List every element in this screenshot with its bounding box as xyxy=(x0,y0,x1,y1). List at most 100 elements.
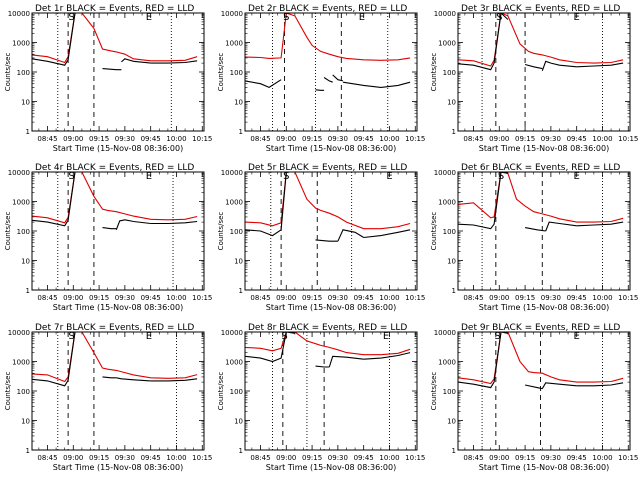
x-tick-label: 09:00 xyxy=(276,294,296,302)
x-axis-label: Start Time (15-Nov-08 08:36:00) xyxy=(266,144,396,153)
x-axis-label: Start Time (15-Nov-08 08:36:00) xyxy=(479,303,609,312)
y-axis-label: Counts/sec xyxy=(217,53,225,92)
chart-panel: Det 7r BLACK = Events, RED = LLD Counts/s… xyxy=(4,323,212,472)
plot-frame xyxy=(31,12,205,132)
x-tick-label: 09:30 xyxy=(115,135,135,143)
chart-panel: Det 1r BLACK = Events, RED = LLD Counts/s… xyxy=(4,4,212,153)
x-tick-label: 09:30 xyxy=(115,294,135,302)
plot-area xyxy=(458,332,624,450)
y-tick-label: 1000 xyxy=(225,199,243,207)
events-series-segment xyxy=(315,89,325,91)
x-axis-label: Start Time (15-Nov-08 08:36:00) xyxy=(266,303,396,312)
start-marker: S xyxy=(68,171,74,182)
events-series-segment xyxy=(121,58,151,64)
y-tick-label: 10000 xyxy=(221,10,243,18)
end-marker: E xyxy=(574,331,580,342)
x-tick-label: 09:15 xyxy=(89,294,109,302)
events-series-segment xyxy=(102,376,117,379)
x-tick-label: 09:30 xyxy=(541,135,561,143)
y-axis-label: Counts/sec xyxy=(217,372,225,411)
events-series-segment xyxy=(337,229,364,242)
chart-title: Det 2r BLACK = Events, RED = LLD xyxy=(248,4,407,14)
chart-panel: Det 3r BLACK = Events, RED = LLD Counts/s… xyxy=(430,4,638,153)
start-marker: S xyxy=(283,12,289,23)
x-tick-label: 09:30 xyxy=(328,294,348,302)
x-tick-label: 08:45 xyxy=(463,135,483,143)
chart-title: Det 1r BLACK = Events, RED = LLD xyxy=(35,4,194,14)
x-tick-label: 10:15 xyxy=(192,454,212,462)
plot-frame xyxy=(31,171,205,291)
x-tick-label: 10:15 xyxy=(405,454,425,462)
events-series-segment xyxy=(524,63,543,70)
x-tick-label: 08:45 xyxy=(463,454,483,462)
end-marker: E xyxy=(359,12,365,23)
y-tick-label: 1 xyxy=(239,447,243,455)
x-tick-label: 09:00 xyxy=(276,454,296,462)
events-series-line xyxy=(576,382,624,387)
end-marker: E xyxy=(574,171,580,182)
y-tick-label: 1 xyxy=(452,128,456,136)
y-tick-label: 100 xyxy=(17,388,30,396)
y-tick-label: 1 xyxy=(239,287,243,295)
x-tick-label: 09:15 xyxy=(515,294,535,302)
y-axis-label: Counts/sec xyxy=(430,372,438,411)
x-tick-label: 09:45 xyxy=(141,294,161,302)
plot-frame xyxy=(457,331,631,451)
start-marker: S xyxy=(494,331,500,342)
y-tick-label: 100 xyxy=(230,388,243,396)
events-series-line xyxy=(150,60,198,64)
start-marker: S xyxy=(68,331,74,342)
chart-title: Det 3r BLACK = Events, RED = LLD xyxy=(461,4,620,14)
x-tick-label: 09:30 xyxy=(115,454,135,462)
x-axis-label: Start Time (15-Nov-08 08:36:00) xyxy=(479,463,609,472)
end-marker: E xyxy=(146,331,152,342)
x-axis-label: Start Time (15-Nov-08 08:36:00) xyxy=(266,463,396,472)
x-tick-label: 08:45 xyxy=(250,294,270,302)
start-marker: S xyxy=(68,12,74,23)
x-tick-label: 09:00 xyxy=(276,135,296,143)
end-marker: E xyxy=(386,171,392,182)
chart-panel: Det 2r BLACK = Events, RED = LLD Counts/s… xyxy=(217,4,425,153)
events-series-segment xyxy=(524,384,543,390)
events-series-segment xyxy=(102,68,122,71)
chart-panel: Det 6r BLACK = Events, RED = LLD Counts/s… xyxy=(430,163,638,312)
y-tick-label: 1 xyxy=(452,447,456,455)
events-series-line xyxy=(32,13,82,66)
y-tick-label: 10000 xyxy=(221,329,243,337)
chart-title: Det 9r BLACK = Events, RED = LLD xyxy=(461,323,620,333)
events-series-line xyxy=(576,221,624,227)
events-series-segment xyxy=(525,227,546,232)
x-tick-label: 09:45 xyxy=(354,135,374,143)
x-tick-label: 08:45 xyxy=(37,454,57,462)
y-axis-label: Counts/sec xyxy=(430,212,438,251)
plot-frame xyxy=(244,331,418,451)
x-tick-label: 10:15 xyxy=(405,135,425,143)
y-tick-label: 100 xyxy=(443,69,456,77)
x-tick-label: 10:00 xyxy=(592,135,612,143)
start-marker: S xyxy=(281,331,287,342)
events-series-segment xyxy=(545,221,577,232)
x-tick-label: 09:00 xyxy=(63,454,83,462)
lld-series-line xyxy=(458,172,624,223)
x-tick-label: 09:45 xyxy=(141,135,161,143)
x-tick-label: 09:45 xyxy=(567,454,587,462)
y-tick-label: 1 xyxy=(239,128,243,136)
x-tick-label: 08:45 xyxy=(37,135,57,143)
x-tick-label: 09:15 xyxy=(515,135,535,143)
x-axis-label: Start Time (15-Nov-08 08:36:00) xyxy=(479,144,609,153)
events-series-line xyxy=(458,13,509,71)
chart-title: Det 4r BLACK = Events, RED = LLD xyxy=(35,163,194,173)
y-tick-label: 1000 xyxy=(12,40,30,48)
y-tick-label: 10 xyxy=(21,258,30,266)
y-axis-label: Counts/sec xyxy=(430,53,438,92)
end-marker: E xyxy=(383,331,389,342)
lld-series-line xyxy=(32,13,198,64)
x-tick-label: 10:15 xyxy=(405,294,425,302)
y-tick-label: 10 xyxy=(447,258,456,266)
events-series-line xyxy=(363,352,411,360)
x-tick-label: 10:00 xyxy=(592,294,612,302)
y-tick-label: 10000 xyxy=(8,169,30,177)
y-tick-label: 1000 xyxy=(438,40,456,48)
events-series-segment xyxy=(332,74,344,82)
plot-area xyxy=(32,332,198,450)
